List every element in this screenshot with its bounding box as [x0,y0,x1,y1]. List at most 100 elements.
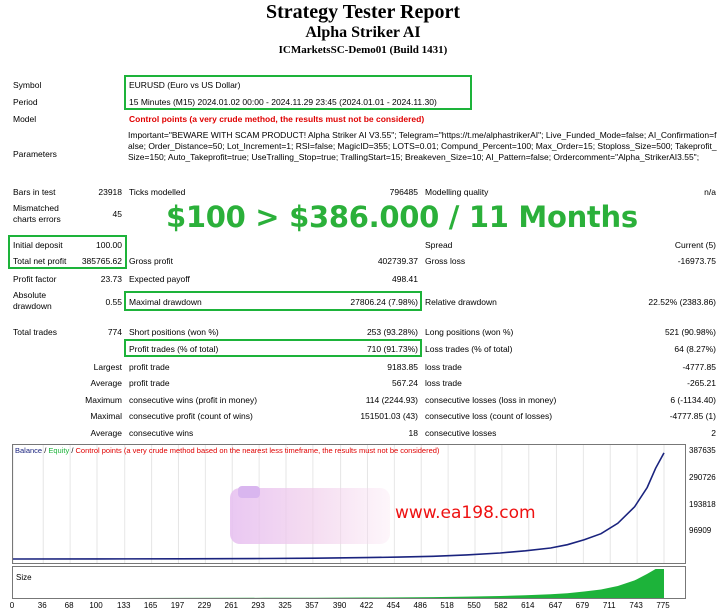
x-tick-8: 261 [224,601,238,610]
volume-chart-frame: Size [12,566,686,599]
profit-trades-label: Profit trades (% of total) [129,344,219,354]
absdd-value: 0.55 [105,297,122,307]
blurred-logo-mark [238,486,260,498]
x-tick-10: 325 [278,601,292,610]
y-tick-0: 96909 [689,526,712,536]
reldd-value: 22.52% (2383.86) [648,297,716,307]
average-loss-value: -265.21 [687,378,716,388]
grossloss-label: Gross loss [425,256,466,266]
x-tick-3: 100 [89,601,103,610]
x-tick-24: 775 [656,601,670,610]
chart-legend: Balance / Equity / Control points (a ver… [15,446,439,455]
x-tick-22: 711 [602,601,616,610]
symbol-value: EURUSD (Euro vs US Dollar) [129,80,241,90]
legend-balance: Balance [15,446,43,455]
maximum-label: Maximum [85,395,122,405]
balance-chart-frame [12,444,686,564]
profit-trades-value: 710 (91.73%) [366,344,418,354]
long-value: 521 (90.98%) [664,327,716,337]
parameters-label: Parameters [13,149,57,159]
bars-label: Bars in test [13,187,56,197]
volume-area [13,569,664,598]
avg-wins-label: consecutive wins [129,428,194,438]
maxdd-value: 27806.24 (7.98%) [350,297,418,307]
x-tick-9: 293 [251,601,265,610]
y-tick-2: 290726 [689,473,716,483]
average-loss-label: loss trade [425,378,462,388]
maximal-label: Maximal [90,411,122,421]
mx-loss-value: -4777.85 (1) [669,411,716,421]
headline-overlay: $100 > $386.000 / 11 Months [166,200,638,234]
ticks-label: Ticks modelled [129,187,186,197]
grossprofit-value: 402739.37 [377,256,418,266]
payoff-value: 498.41 [392,274,418,284]
largest-profit-value: 9183.85 [387,362,418,372]
mismatched-value: 45 [112,209,122,219]
largest-profit-label: profit trade [129,362,170,372]
model-value: Control points (a very crude method, the… [129,114,425,124]
absdd-label: Absolute drawdown [13,290,52,311]
pf-label: Profit factor [13,274,57,284]
avg2-label: Average [90,428,122,438]
largest-label: Largest [93,362,122,372]
x-tick-1: 36 [37,601,47,610]
x-tick-14: 454 [386,601,401,610]
largest-loss-label: loss trade [425,362,462,372]
max-losses-label: consecutive losses (loss in money) [425,395,557,405]
mx-profit-value: 151501.03 (43) [360,411,418,421]
x-tick-6: 197 [170,601,185,610]
x-tick-4: 133 [117,601,131,610]
profit-trades-highlight [124,339,422,357]
netprofit-value: 385765.62 [81,256,122,266]
max-losses-value: 6 (-1134.40) [670,395,716,405]
mx-loss-label: consecutive loss (count of losses) [425,411,553,421]
bars-value: 23918 [98,187,122,197]
x-tick-12: 390 [332,601,347,610]
mx-profit-label: consecutive profit (count of wins) [129,411,253,421]
quality-label: Modelling quality [425,187,489,197]
mismatched-label: Mismatched charts errors [13,203,61,224]
expert-name: Alpha Striker AI [305,24,421,41]
legend-sep-1: / [42,446,49,455]
max-wins-label: consecutive wins (profit in money) [129,395,258,405]
symbol-label: Symbol [13,80,42,90]
x-tick-15: 486 [413,601,427,610]
x-tick-19: 614 [521,601,535,610]
legend-equity: Equity [48,446,70,455]
grossprofit-label: Gross profit [129,256,173,266]
model-label: Model [13,114,37,124]
long-label: Long positions (won %) [425,327,514,337]
deposit-profit-highlight [8,235,127,269]
loss-trades-label: Loss trades (% of total) [425,344,513,354]
pf-value: 23.73 [100,274,122,284]
period-label: Period [13,97,38,107]
x-tick-23: 743 [629,601,643,610]
volume-chart [13,569,664,598]
x-tick-2: 68 [64,601,74,610]
avg-wins-value: 18 [408,428,418,438]
reldd-label: Relative drawdown [425,297,497,307]
x-tick-13: 422 [359,601,374,610]
ticks-value: 796485 [389,187,418,197]
x-tick-17: 550 [467,601,481,610]
volume-label: Size [16,573,32,582]
x-tick-7: 229 [197,601,212,610]
maxdd-label: Maximal drawdown [129,297,202,307]
x-tick-20: 647 [548,601,563,610]
deposit-label: Initial deposit [13,240,63,250]
symbol-period-highlight [124,75,472,110]
short-label: Short positions (won %) [129,327,219,337]
short-value: 253 (93.28%) [366,327,418,337]
x-tick-21: 679 [575,601,590,610]
watermark: www.ea198.com [395,503,536,523]
trades-value: 774 [107,327,122,337]
x-tick-11: 357 [305,601,319,610]
legend-sep-2: / [69,446,76,455]
maxdd-highlight [124,291,422,311]
max-wins-value: 114 (2244.93) [365,395,418,405]
largest-loss-value: -4777.85 [682,362,716,372]
average-profit-value: 567.24 [392,378,418,388]
deposit-value: 100.00 [96,240,122,250]
x-tick-5: 165 [143,601,158,610]
x-tick-0: 0 [9,601,15,610]
